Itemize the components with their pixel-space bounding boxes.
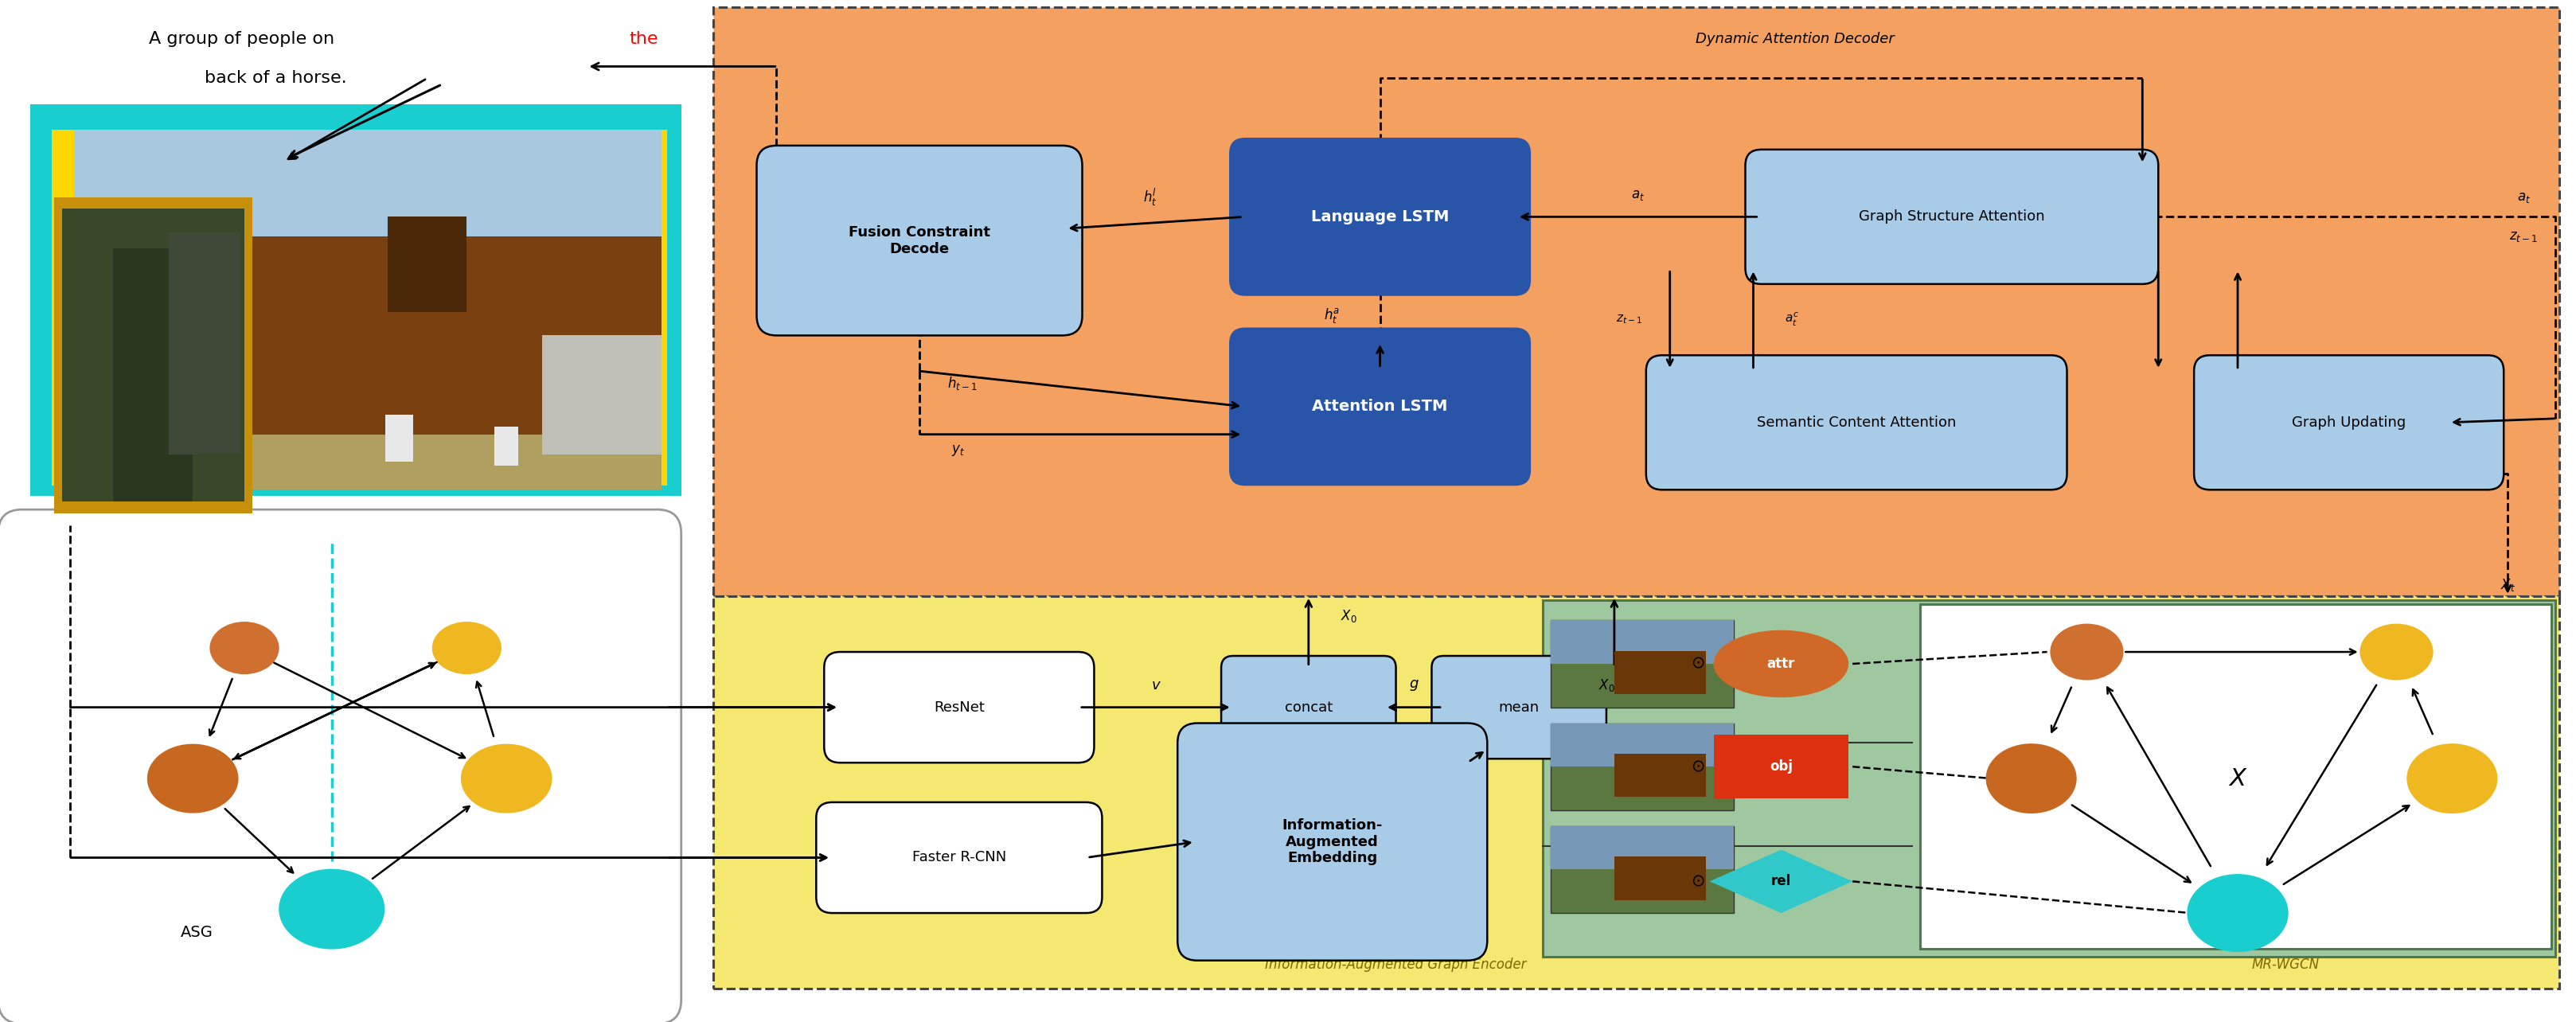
Text: the: the bbox=[629, 31, 659, 47]
Text: Dynamic Attention Decoder: Dynamic Attention Decoder bbox=[1695, 32, 1893, 46]
Bar bbox=[1615, 753, 1705, 797]
Text: Language LSTM: Language LSTM bbox=[1311, 210, 1448, 225]
FancyBboxPatch shape bbox=[1744, 149, 2159, 284]
Text: $z_{t-1}$: $z_{t-1}$ bbox=[1615, 314, 1641, 326]
Bar bbox=[1551, 724, 1734, 810]
Ellipse shape bbox=[209, 621, 278, 675]
Text: MR-WGCN: MR-WGCN bbox=[2251, 958, 2318, 972]
FancyBboxPatch shape bbox=[824, 652, 1095, 762]
FancyBboxPatch shape bbox=[1221, 656, 1396, 758]
FancyBboxPatch shape bbox=[1432, 656, 1605, 758]
Text: Attention LSTM: Attention LSTM bbox=[1311, 400, 1448, 414]
Text: $a_t$: $a_t$ bbox=[2517, 190, 2530, 204]
Text: ASG: ASG bbox=[180, 925, 214, 940]
Bar bbox=[75, 130, 662, 383]
Ellipse shape bbox=[1713, 631, 1847, 697]
FancyBboxPatch shape bbox=[0, 510, 680, 1022]
Ellipse shape bbox=[461, 744, 551, 814]
Ellipse shape bbox=[2050, 623, 2123, 681]
Text: Information-
Augmented
Embedding: Information- Augmented Embedding bbox=[1283, 818, 1383, 866]
Text: $h_t^a$: $h_t^a$ bbox=[1324, 307, 1340, 325]
Text: rel: rel bbox=[1770, 874, 1790, 888]
FancyBboxPatch shape bbox=[757, 145, 1082, 335]
Ellipse shape bbox=[2187, 874, 2287, 953]
Ellipse shape bbox=[1986, 744, 2076, 814]
Polygon shape bbox=[1708, 849, 1852, 913]
Text: ⊙: ⊙ bbox=[1690, 656, 1705, 671]
Bar bbox=[1551, 724, 1734, 766]
Text: ⊙: ⊙ bbox=[1690, 758, 1705, 775]
Ellipse shape bbox=[433, 621, 502, 675]
Bar bbox=[170, 233, 240, 454]
Bar bbox=[386, 415, 412, 462]
Bar bbox=[1551, 620, 1734, 707]
Ellipse shape bbox=[2406, 744, 2496, 814]
Bar bbox=[386, 217, 466, 312]
Text: Semantic Content Attention: Semantic Content Attention bbox=[1757, 415, 1955, 429]
Bar bbox=[113, 248, 193, 502]
Bar bbox=[224, 236, 662, 434]
Bar bbox=[1551, 620, 1734, 664]
Text: ResNet: ResNet bbox=[933, 700, 984, 714]
Bar bbox=[541, 335, 662, 454]
Bar bbox=[52, 130, 667, 485]
Text: Fusion Constraint
Decode: Fusion Constraint Decode bbox=[848, 225, 989, 256]
Text: Faster R-CNN: Faster R-CNN bbox=[912, 850, 1005, 865]
Text: $X_0$: $X_0$ bbox=[1340, 608, 1358, 624]
Text: $h_{t-1}$: $h_{t-1}$ bbox=[948, 375, 976, 391]
Text: attr: attr bbox=[1767, 656, 1795, 671]
Text: $z_{t-1}$: $z_{t-1}$ bbox=[2509, 229, 2537, 243]
Text: $X_t$: $X_t$ bbox=[2499, 576, 2514, 593]
Text: Information-Augmented Graph Encoder: Information-Augmented Graph Encoder bbox=[1265, 958, 1525, 972]
FancyBboxPatch shape bbox=[817, 802, 1103, 913]
Bar bbox=[714, 7, 2558, 597]
Ellipse shape bbox=[147, 744, 240, 814]
Bar bbox=[75, 434, 662, 490]
Text: $y_t$: $y_t$ bbox=[951, 443, 963, 457]
Text: back of a horse.: back of a horse. bbox=[204, 71, 348, 86]
Ellipse shape bbox=[278, 869, 384, 949]
FancyBboxPatch shape bbox=[1646, 356, 2066, 490]
Bar bbox=[62, 208, 245, 502]
Bar bbox=[1919, 604, 2550, 948]
Bar bbox=[1615, 856, 1705, 900]
Bar bbox=[1551, 826, 1734, 913]
Text: mean: mean bbox=[1499, 700, 1538, 714]
Bar bbox=[31, 104, 680, 496]
Text: concat: concat bbox=[1285, 700, 1332, 714]
FancyBboxPatch shape bbox=[1177, 724, 1486, 961]
Text: obj: obj bbox=[1770, 759, 1793, 774]
Text: A group of people on: A group of people on bbox=[149, 31, 340, 47]
Bar bbox=[75, 280, 662, 462]
FancyBboxPatch shape bbox=[1229, 327, 1530, 485]
Bar bbox=[714, 597, 2558, 988]
FancyBboxPatch shape bbox=[1229, 138, 1530, 296]
Text: $X_0$: $X_0$ bbox=[1597, 678, 1615, 693]
Text: $h_t^l$: $h_t^l$ bbox=[1141, 187, 1157, 207]
Text: Graph Structure Attention: Graph Structure Attention bbox=[1857, 210, 2045, 224]
Bar bbox=[54, 197, 252, 513]
Bar bbox=[1551, 826, 1734, 870]
Text: Graph Updating: Graph Updating bbox=[2290, 415, 2406, 429]
Text: ⊙: ⊙ bbox=[1690, 874, 1705, 889]
Text: $v$: $v$ bbox=[1151, 678, 1162, 692]
Text: $a_t$: $a_t$ bbox=[1631, 187, 1643, 201]
FancyBboxPatch shape bbox=[2192, 356, 2504, 490]
Bar bbox=[1543, 601, 2555, 957]
Bar bbox=[1615, 651, 1705, 694]
Ellipse shape bbox=[2360, 623, 2432, 681]
Bar bbox=[1713, 735, 1847, 798]
Bar bbox=[495, 426, 518, 466]
Text: $a_t^c$: $a_t^c$ bbox=[1785, 312, 1798, 328]
Text: $X$: $X$ bbox=[2228, 766, 2246, 790]
Text: $g$: $g$ bbox=[1409, 678, 1419, 692]
